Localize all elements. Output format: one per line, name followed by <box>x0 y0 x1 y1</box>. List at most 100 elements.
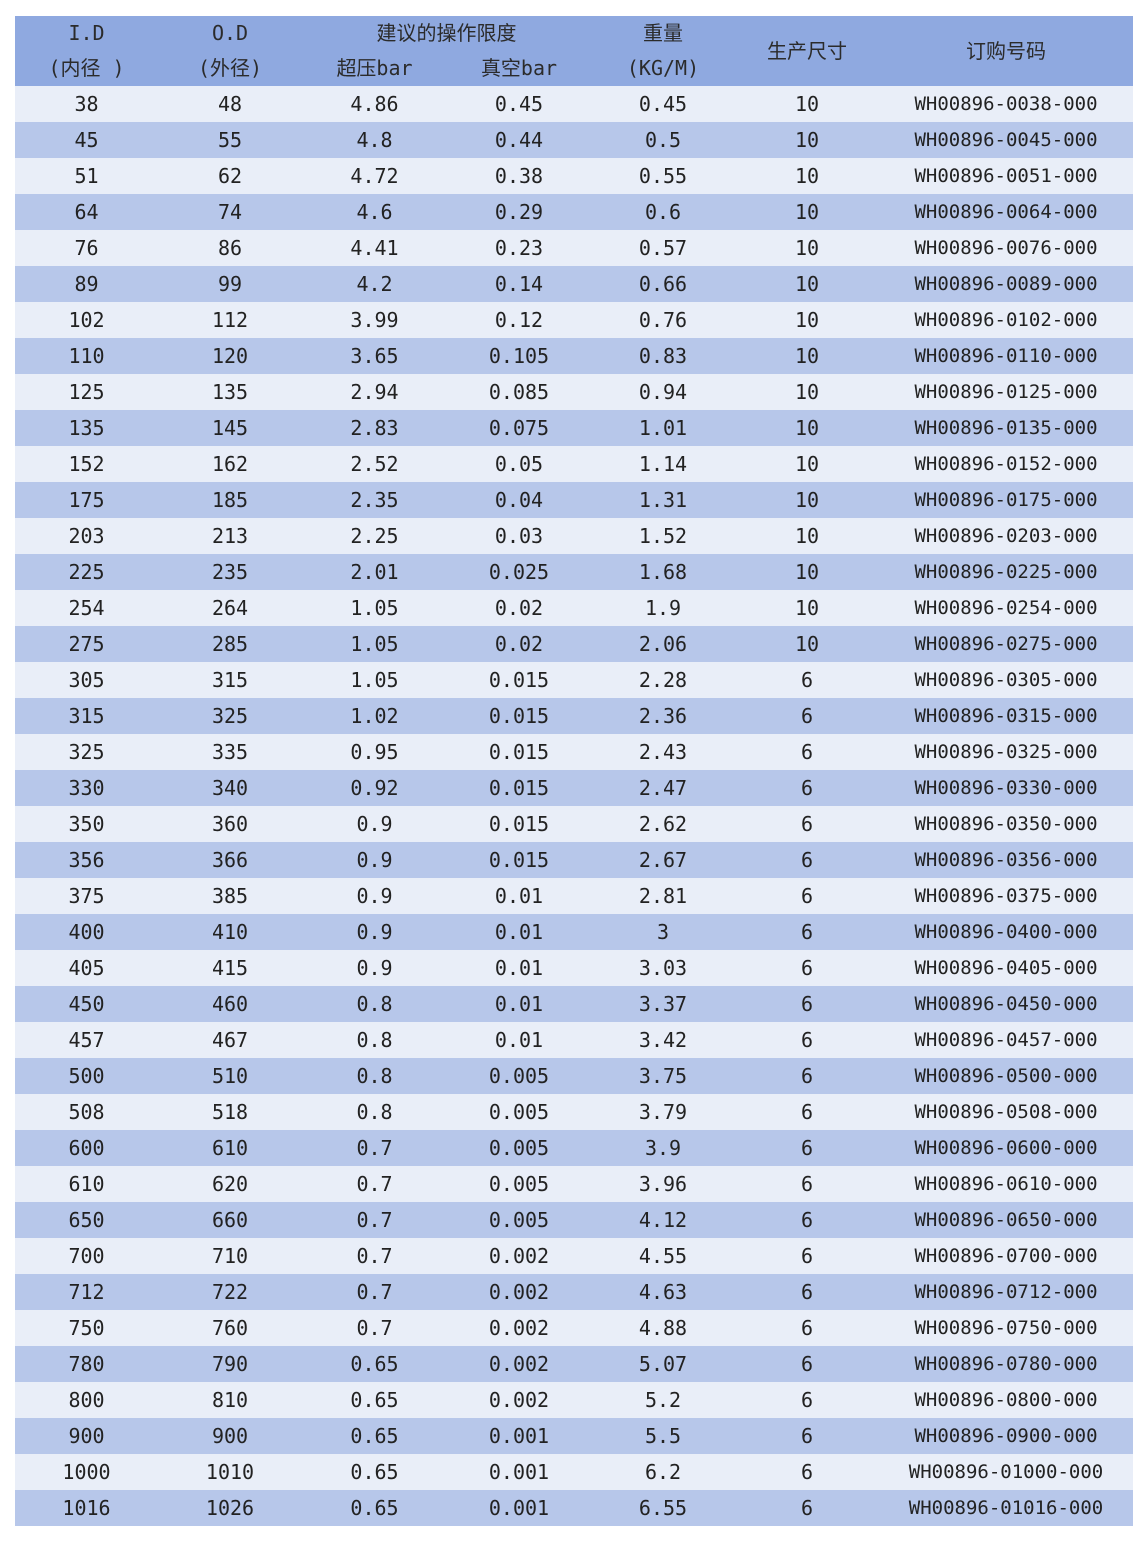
header-vacuum: 真空bar <box>447 50 591 86</box>
cell-order-code: WH00896-0780-000 <box>879 1346 1133 1382</box>
cell-id: 51 <box>15 158 158 194</box>
cell-pressure: 0.7 <box>302 1166 447 1202</box>
cell-weight: 0.57 <box>591 230 735 266</box>
cell-vacuum: 0.03 <box>447 518 591 554</box>
cell-id: 375 <box>15 878 158 914</box>
cell-id: 225 <box>15 554 158 590</box>
table-row: 1000 1010 0.65 0.001 6.2 6 WH00896-01000-000 <box>15 1454 1133 1490</box>
cell-length: 6 <box>735 1454 879 1490</box>
table-row: 76 86 4.41 0.23 0.57 10 WH00896-0076-000 <box>15 230 1133 266</box>
cell-order-code: WH00896-0450-000 <box>879 986 1133 1022</box>
table-row: 405 415 0.9 0.01 3.03 6 WH00896-0405-000 <box>15 950 1133 986</box>
cell-order-code: WH00896-0089-000 <box>879 266 1133 302</box>
cell-id: 305 <box>15 662 158 698</box>
cell-length: 6 <box>735 1094 879 1130</box>
cell-length: 10 <box>735 554 879 590</box>
cell-order-code: WH00896-0175-000 <box>879 482 1133 518</box>
cell-id: 64 <box>15 194 158 230</box>
cell-order-code: WH00896-0600-000 <box>879 1130 1133 1166</box>
table-row: 800 810 0.65 0.002 5.2 6 WH00896-0800-000 <box>15 1382 1133 1418</box>
cell-vacuum: 0.01 <box>447 950 591 986</box>
table-body: 38 48 4.86 0.45 0.45 10 WH00896-0038-000 45 55 4.… <box>15 86 1133 1526</box>
cell-weight: 2.62 <box>591 806 735 842</box>
table-row: 51 62 4.72 0.38 0.55 10 WH00896-0051-000 <box>15 158 1133 194</box>
spec-table: I.D O.D 建议的操作限度 重量 生产尺寸 订购号码 (内径 ) (外径) … <box>15 16 1133 1526</box>
cell-order-code: WH00896-0110-000 <box>879 338 1133 374</box>
cell-pressure: 1.02 <box>302 698 447 734</box>
cell-length: 6 <box>735 842 879 878</box>
cell-pressure: 2.83 <box>302 410 447 446</box>
cell-pressure: 4.86 <box>302 86 447 122</box>
table-row: 102 112 3.99 0.12 0.76 10 WH00896-0102-000 <box>15 302 1133 338</box>
cell-od: 264 <box>158 590 302 626</box>
cell-od: 62 <box>158 158 302 194</box>
cell-order-code: WH00896-0045-000 <box>879 122 1133 158</box>
cell-od: 790 <box>158 1346 302 1382</box>
cell-length: 10 <box>735 266 879 302</box>
cell-vacuum: 0.45 <box>447 86 591 122</box>
cell-length: 6 <box>735 1382 879 1418</box>
cell-pressure: 0.8 <box>302 986 447 1022</box>
cell-vacuum: 0.05 <box>447 446 591 482</box>
cell-od: 213 <box>158 518 302 554</box>
table-row: 350 360 0.9 0.015 2.62 6 WH00896-0350-000 <box>15 806 1133 842</box>
cell-weight: 1.01 <box>591 410 735 446</box>
table-row: 125 135 2.94 0.085 0.94 10 WH00896-0125-000 <box>15 374 1133 410</box>
cell-order-code: WH00896-0051-000 <box>879 158 1133 194</box>
cell-id: 450 <box>15 986 158 1022</box>
cell-vacuum: 0.085 <box>447 374 591 410</box>
cell-length: 10 <box>735 590 879 626</box>
cell-weight: 2.36 <box>591 698 735 734</box>
cell-vacuum: 0.105 <box>447 338 591 374</box>
cell-length: 10 <box>735 518 879 554</box>
cell-od: 722 <box>158 1274 302 1310</box>
cell-vacuum: 0.01 <box>447 914 591 950</box>
cell-pressure: 0.7 <box>302 1310 447 1346</box>
cell-pressure: 3.99 <box>302 302 447 338</box>
cell-od: 810 <box>158 1382 302 1418</box>
cell-od: 410 <box>158 914 302 950</box>
cell-vacuum: 0.002 <box>447 1238 591 1274</box>
cell-length: 6 <box>735 1202 879 1238</box>
cell-order-code: WH00896-0254-000 <box>879 590 1133 626</box>
cell-id: 1000 <box>15 1454 158 1490</box>
cell-id: 89 <box>15 266 158 302</box>
cell-order-code: WH00896-0500-000 <box>879 1058 1133 1094</box>
cell-length: 6 <box>735 770 879 806</box>
cell-length: 6 <box>735 1166 879 1202</box>
table-row: 110 120 3.65 0.105 0.83 10 WH00896-0110-000 <box>15 338 1133 374</box>
cell-vacuum: 0.002 <box>447 1310 591 1346</box>
cell-od: 74 <box>158 194 302 230</box>
table-header: I.D O.D 建议的操作限度 重量 生产尺寸 订购号码 (内径 ) (外径) … <box>15 16 1133 86</box>
cell-pressure: 2.52 <box>302 446 447 482</box>
cell-order-code: WH00896-0900-000 <box>879 1418 1133 1454</box>
cell-weight: 1.52 <box>591 518 735 554</box>
cell-id: 610 <box>15 1166 158 1202</box>
cell-weight: 0.94 <box>591 374 735 410</box>
cell-order-code: WH00896-0400-000 <box>879 914 1133 950</box>
table-row: 400 410 0.9 0.01 3 6 WH00896-0400-000 <box>15 914 1133 950</box>
cell-length: 6 <box>735 806 879 842</box>
cell-vacuum: 0.005 <box>447 1202 591 1238</box>
table-row: 508 518 0.8 0.005 3.79 6 WH00896-0508-000 <box>15 1094 1133 1130</box>
cell-id: 600 <box>15 1130 158 1166</box>
cell-weight: 2.43 <box>591 734 735 770</box>
cell-vacuum: 0.075 <box>447 410 591 446</box>
cell-length: 10 <box>735 122 879 158</box>
cell-length: 10 <box>735 338 879 374</box>
cell-length: 10 <box>735 410 879 446</box>
cell-order-code: WH00896-0225-000 <box>879 554 1133 590</box>
cell-order-code: WH00896-0076-000 <box>879 230 1133 266</box>
cell-pressure: 0.9 <box>302 950 447 986</box>
cell-od: 335 <box>158 734 302 770</box>
cell-vacuum: 0.44 <box>447 122 591 158</box>
cell-weight: 2.28 <box>591 662 735 698</box>
table-row: 500 510 0.8 0.005 3.75 6 WH00896-0500-000 <box>15 1058 1133 1094</box>
cell-id: 76 <box>15 230 158 266</box>
cell-weight: 3.79 <box>591 1094 735 1130</box>
cell-vacuum: 0.01 <box>447 878 591 914</box>
cell-pressure: 1.05 <box>302 662 447 698</box>
cell-id: 152 <box>15 446 158 482</box>
cell-length: 6 <box>735 950 879 986</box>
cell-weight: 2.81 <box>591 878 735 914</box>
